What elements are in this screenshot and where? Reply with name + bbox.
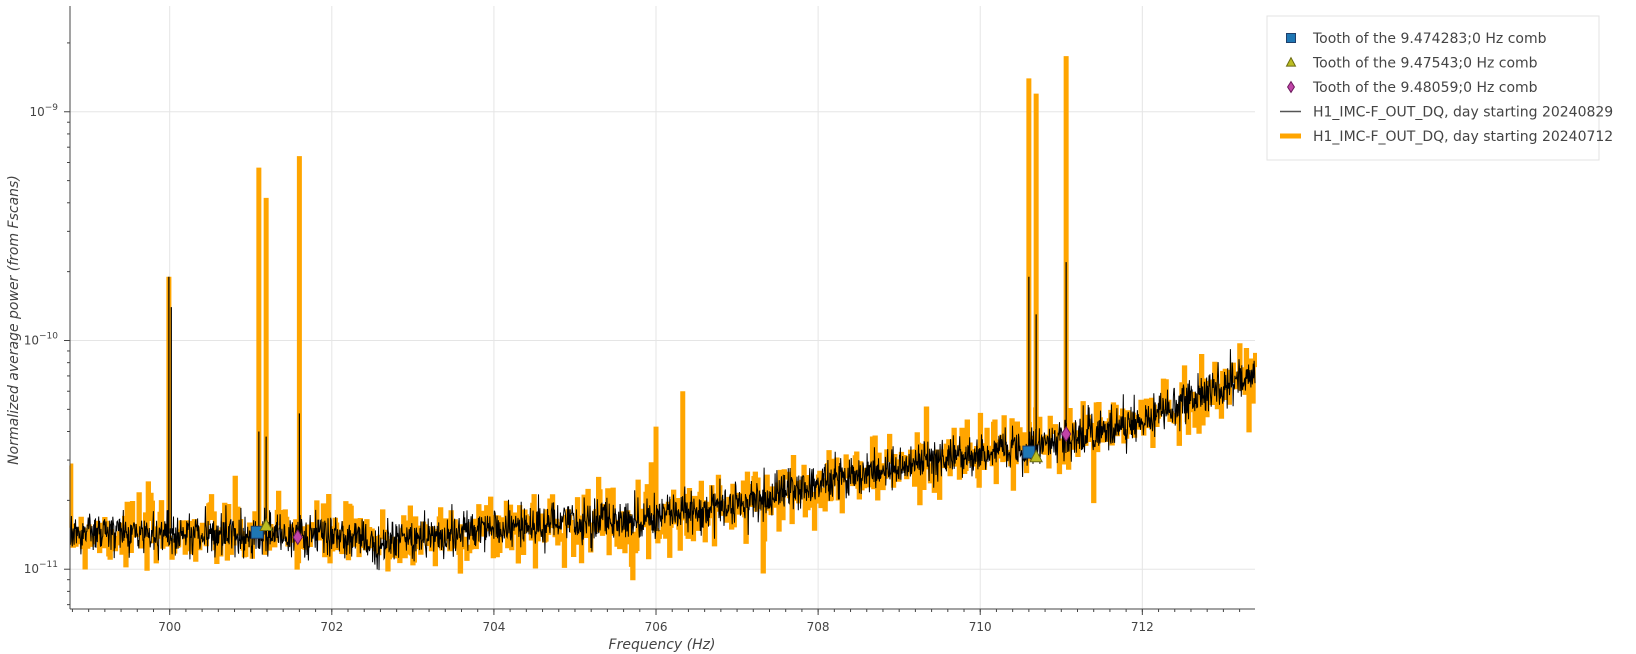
comb-tooth-marker-diamond <box>292 529 303 546</box>
legend-item: H1_IMC-F_OUT_DQ, day starting 20240712 <box>1280 129 1613 145</box>
comb-tooth-marker-square <box>250 525 264 539</box>
legend-box <box>1266 15 1600 161</box>
series-20240829 <box>69 262 1256 571</box>
legend-label: H1_IMC-F_OUT_DQ, day starting 20240712 <box>1313 129 1613 145</box>
x-axis-title: Frequency (Hz) <box>609 637 716 653</box>
y-tick-label: 10−11 <box>24 560 58 576</box>
comb-tooth-marker-diamond <box>1060 425 1072 443</box>
legend-item: Tooth of the 9.48059;0 Hz comb <box>1286 80 1538 96</box>
legend-marker-glyph <box>1286 80 1296 94</box>
y-ticks: 10−11 10−10 10−9 <box>24 42 70 606</box>
legend-item: Tooth of the 9.474283;0 Hz comb <box>1286 31 1547 47</box>
y-tick-label: 10−9 <box>29 103 58 119</box>
x-tick-label: 712 <box>1131 620 1154 634</box>
legend: Tooth of the 9.474283;0 Hz comb Tooth of … <box>1266 15 1613 161</box>
x-tick-label: 710 <box>969 620 992 634</box>
comb-tooth-marker-triangle <box>1029 449 1043 463</box>
legend-label: Tooth of the 9.48059;0 Hz comb <box>1312 80 1538 96</box>
y-axis-title: Normalized average power (from Fscans) <box>6 175 22 465</box>
x-tick-label: 702 <box>320 620 343 634</box>
x-tick-label: 706 <box>645 620 668 634</box>
x-ticks: 700 702 704 706 708 710 712 <box>71 609 1241 634</box>
comb-tooth-marker-triangle <box>259 518 273 532</box>
x-tick-label: 704 <box>482 620 505 634</box>
legend-label: Tooth of the 9.47543;0 Hz comb <box>1312 56 1538 72</box>
x-tick-label: 708 <box>807 620 830 634</box>
legend-item: H1_IMC-F_OUT_DQ, day starting 20240829 <box>1280 105 1613 121</box>
comb-markers <box>250 425 1072 546</box>
legend-label: H1_IMC-F_OUT_DQ, day starting 20240829 <box>1313 105 1613 121</box>
legend-item: Tooth of the 9.47543;0 Hz comb <box>1285 56 1538 72</box>
y-tick-label: 10−10 <box>24 331 59 347</box>
series-20240829-line <box>69 349 1256 571</box>
legend-label: Tooth of the 9.474283;0 Hz comb <box>1312 31 1547 47</box>
legend-marker-glyph <box>1285 56 1297 67</box>
axes <box>69 6 1255 610</box>
legend-marker-glyph <box>1286 33 1296 43</box>
x-tick-label: 700 <box>158 620 181 634</box>
